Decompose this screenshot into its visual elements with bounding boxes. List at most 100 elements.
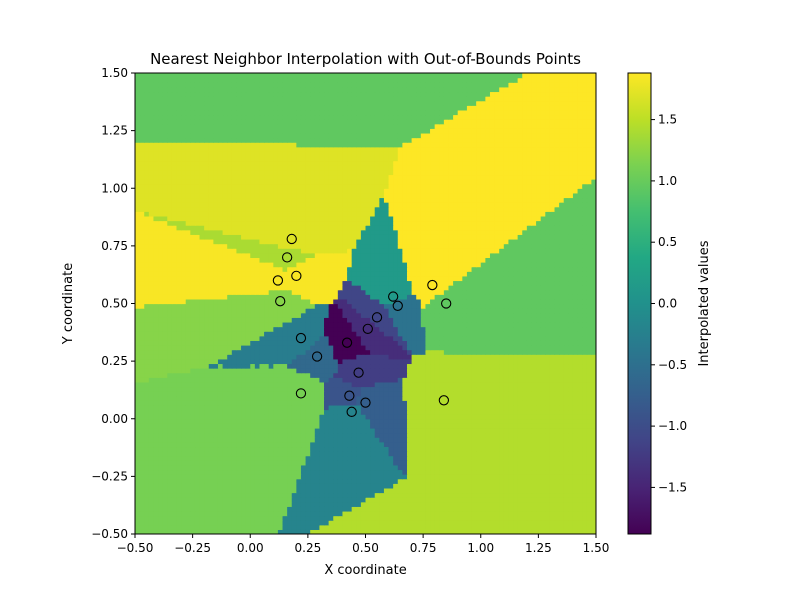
heatmap-cell — [324, 312, 330, 318]
heatmap-cell — [406, 414, 413, 420]
heatmap-cell — [227, 404, 233, 411]
heatmap-cell — [148, 326, 155, 332]
heatmap-cell — [199, 381, 205, 388]
heatmap-cell — [471, 400, 477, 406]
heatmap-cell — [245, 414, 251, 420]
heatmap-cell — [379, 308, 385, 314]
heatmap-cell — [517, 363, 523, 369]
heatmap-cell — [314, 368, 320, 374]
heatmap-cell — [476, 312, 482, 318]
heatmap-cell — [568, 423, 574, 429]
heatmap-cell — [494, 409, 500, 415]
heatmap-cell — [466, 354, 473, 360]
heatmap-cell — [296, 308, 302, 314]
heatmap-cell — [176, 312, 182, 318]
heatmap-cell — [406, 451, 413, 457]
heatmap-cell — [204, 303, 210, 309]
heatmap-cell — [328, 391, 334, 397]
heatmap-cell — [217, 469, 224, 475]
heatmap-cell — [388, 483, 394, 489]
heatmap-cell — [139, 515, 145, 521]
heatmap-cell — [204, 418, 210, 424]
heatmap-cell — [181, 321, 187, 328]
heatmap-cell — [310, 381, 316, 388]
heatmap-cell — [430, 395, 436, 401]
heatmap-cell — [342, 381, 348, 388]
heatmap-cell — [208, 432, 214, 438]
heatmap-cell — [208, 451, 214, 457]
heatmap-cell — [194, 340, 201, 346]
heatmap-cell — [259, 520, 265, 526]
heatmap-cell — [466, 520, 473, 526]
heatmap-cell — [148, 308, 155, 314]
heatmap-cell — [158, 358, 164, 365]
heatmap-cell — [360, 497, 367, 503]
heatmap-cell — [411, 358, 417, 365]
heatmap-cell — [582, 409, 588, 415]
heatmap-cell — [158, 510, 164, 517]
heatmap-cell — [153, 377, 159, 383]
heatmap-cell — [273, 478, 279, 484]
heatmap-cell — [360, 529, 367, 534]
heatmap-cell — [466, 391, 473, 397]
heatmap-cell — [236, 303, 242, 309]
heatmap-cell — [379, 478, 385, 484]
heatmap-cell — [268, 418, 274, 424]
heatmap-cell — [448, 524, 454, 530]
heatmap-cell — [480, 451, 486, 457]
heatmap-cell — [158, 423, 164, 429]
heatmap-cell — [443, 487, 450, 494]
heatmap-cell — [370, 469, 376, 475]
heatmap-cell — [135, 506, 141, 512]
heatmap-cell — [296, 524, 302, 530]
heatmap-cell — [185, 349, 191, 355]
heatmap-cell — [582, 321, 588, 328]
heatmap-cell — [144, 455, 150, 461]
heatmap-cell — [499, 432, 505, 438]
heatmap-cell — [199, 460, 205, 466]
heatmap-cell — [217, 427, 224, 434]
heatmap-cell — [314, 409, 320, 415]
heatmap-cell — [241, 312, 247, 318]
heatmap-cell — [485, 349, 491, 355]
heatmap-cell — [264, 354, 270, 360]
heatmap-cell — [181, 391, 187, 397]
heatmap-cell — [572, 363, 579, 369]
heatmap-cell — [563, 474, 569, 480]
heatmap-cell — [254, 395, 261, 401]
heatmap-cell — [425, 400, 431, 406]
heatmap-cell — [545, 451, 551, 457]
heatmap-cell — [250, 423, 256, 429]
heatmap-cell — [370, 344, 376, 351]
heatmap-cell — [526, 506, 533, 512]
heatmap-cell — [227, 464, 233, 471]
heatmap-cell — [499, 483, 505, 489]
heatmap-cell — [181, 368, 187, 374]
heatmap-cell — [314, 478, 320, 484]
heatmap-cell — [250, 312, 256, 318]
heatmap-cell — [434, 312, 440, 318]
heatmap-cell — [337, 414, 344, 420]
heatmap-cell — [199, 368, 205, 374]
heatmap-cell — [457, 451, 463, 457]
heatmap-cell — [406, 381, 413, 388]
heatmap-cell — [324, 317, 330, 323]
heatmap-cell — [254, 391, 261, 397]
heatmap-cell — [416, 317, 422, 323]
heatmap-cell — [397, 386, 403, 392]
heatmap-cell — [314, 483, 320, 489]
heatmap-cell — [425, 451, 431, 457]
heatmap-cell — [319, 478, 325, 484]
heatmap-cell — [139, 308, 145, 314]
heatmap-cell — [485, 478, 491, 484]
heatmap-cell — [545, 427, 551, 434]
heatmap-cell — [324, 303, 330, 309]
heatmap-cell — [448, 326, 454, 332]
heatmap-cell — [176, 326, 182, 332]
heatmap-cell — [536, 349, 542, 355]
heatmap-cell — [227, 469, 233, 475]
heatmap-cell — [545, 409, 551, 415]
heatmap-cell — [397, 391, 403, 397]
heatmap-cell — [517, 432, 523, 438]
heatmap-cell — [443, 363, 450, 369]
